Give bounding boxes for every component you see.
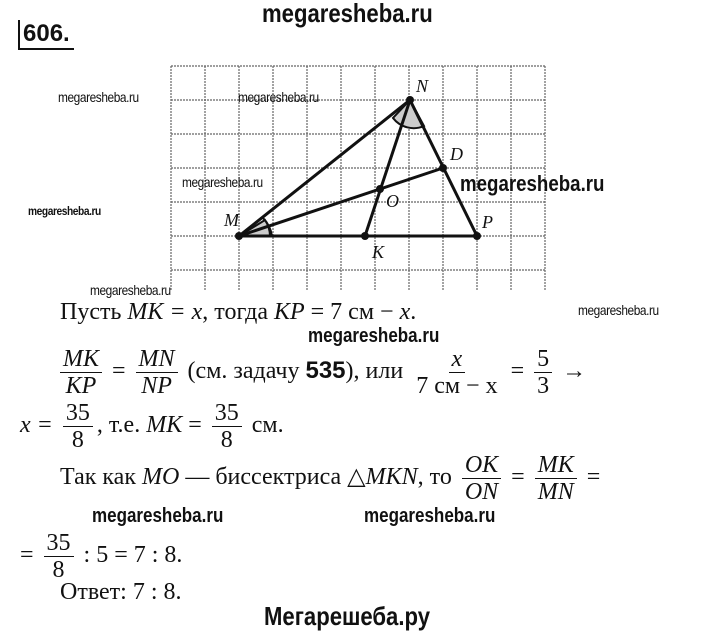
watermark: megaresheba.ru	[92, 505, 224, 527]
watermark: megaresheba.ru	[308, 325, 440, 347]
solution-line-4: Так как MO — биссектриса △MKN, то OK ON =…	[60, 452, 601, 505]
watermark: megaresheba.ru	[364, 505, 496, 527]
solution-line-3: x = 35 8, т.е. MK = 35 8 см.	[20, 400, 284, 453]
label-d: D	[449, 144, 463, 164]
watermark: megaresheba.ru	[238, 89, 319, 105]
watermark: megaresheba.ru	[460, 171, 605, 196]
problem-number: 606.	[18, 20, 74, 50]
answer: Ответ: 7 : 8.	[60, 579, 182, 605]
point-d	[439, 164, 447, 172]
label-o: O	[386, 191, 399, 211]
solution-line-1: Пусть MK = x, тогда KP = 7 см − x.	[60, 299, 417, 325]
label-p: P	[481, 212, 493, 232]
segment-md	[238, 166, 444, 238]
footer-watermark: Мегарешеба.ру	[264, 601, 430, 631]
label-m: M	[223, 210, 240, 230]
triangle-diagram: N M P K D O	[170, 65, 546, 290]
label-k: K	[371, 242, 385, 262]
point-n	[406, 96, 414, 104]
header-watermark: megaresheba.ru	[262, 0, 433, 28]
watermark: megaresheba.ru	[182, 174, 263, 190]
label-n: N	[415, 76, 429, 96]
watermark: megaresheba.ru	[58, 89, 139, 105]
solution-line-5: = 35 8 : 5 = 7 : 8.	[20, 530, 183, 583]
point-k	[361, 232, 369, 240]
point-p	[473, 232, 481, 240]
point-o	[376, 185, 384, 193]
point-m	[235, 232, 243, 240]
watermark: megaresheba.ru	[28, 204, 101, 218]
segment-nk	[363, 99, 412, 237]
watermark: megaresheba.ru	[578, 302, 659, 318]
watermark: megaresheba.ru	[90, 282, 171, 298]
